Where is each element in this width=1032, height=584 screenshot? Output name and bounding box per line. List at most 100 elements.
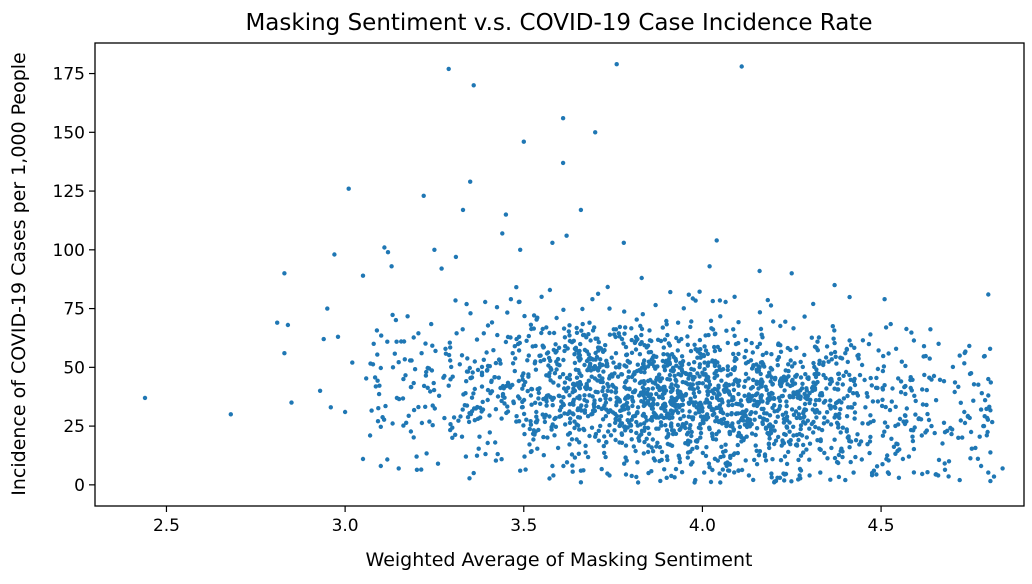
- data-point: [686, 400, 691, 405]
- data-point: [629, 350, 635, 355]
- data-point: [702, 344, 707, 349]
- data-point: [749, 422, 754, 427]
- data-point: [811, 380, 816, 385]
- data-point: [436, 393, 442, 398]
- data-point: [757, 310, 763, 315]
- data-point: [616, 331, 621, 336]
- data-point: [844, 346, 849, 352]
- data-point: [228, 412, 233, 417]
- data-point: [908, 375, 913, 380]
- data-point: [695, 381, 700, 386]
- data-point: [467, 476, 472, 481]
- data-point: [453, 432, 458, 437]
- data-point: [653, 302, 658, 308]
- data-point: [826, 359, 831, 364]
- data-point: [821, 421, 827, 426]
- data-point: [895, 442, 900, 447]
- data-point: [481, 357, 486, 362]
- data-point: [667, 416, 672, 421]
- data-point: [601, 443, 606, 449]
- data-point: [668, 289, 673, 295]
- data-point: [535, 387, 540, 392]
- data-point: [770, 391, 775, 396]
- data-point: [424, 451, 429, 456]
- data-point: [474, 453, 480, 458]
- data-point: [697, 289, 702, 294]
- data-point: [780, 439, 785, 444]
- data-point: [548, 395, 553, 400]
- data-point: [838, 430, 843, 435]
- data-point: [693, 411, 698, 416]
- data-point: [654, 444, 659, 449]
- data-point: [524, 417, 529, 422]
- data-point: [598, 379, 603, 385]
- data-point: [600, 417, 606, 422]
- data-point: [510, 361, 516, 366]
- data-point: [732, 470, 737, 475]
- data-point: [624, 352, 629, 358]
- data-point: [499, 416, 504, 421]
- data-point: [853, 438, 859, 443]
- data-point: [755, 344, 760, 350]
- data-point: [566, 329, 571, 334]
- data-point: [815, 348, 820, 353]
- data-point: [893, 346, 899, 351]
- data-point: [598, 357, 603, 362]
- data-point: [376, 391, 382, 397]
- data-point: [612, 428, 617, 433]
- data-point: [772, 403, 777, 408]
- data-point: [864, 391, 869, 396]
- data-point: [731, 327, 736, 332]
- data-point: [697, 362, 703, 367]
- data-point: [674, 335, 679, 341]
- data-point: [875, 366, 881, 372]
- data-point: [912, 393, 917, 398]
- data-point: [871, 418, 876, 424]
- data-point: [641, 391, 646, 397]
- data-point: [514, 285, 519, 290]
- data-point: [604, 358, 609, 363]
- data-point: [730, 402, 735, 408]
- data-point: [882, 383, 887, 388]
- data-point: [360, 273, 366, 278]
- data-point: [463, 454, 469, 459]
- data-point: [403, 373, 408, 378]
- data-point: [533, 400, 538, 405]
- data-point: [429, 321, 434, 327]
- data-point: [843, 369, 849, 375]
- data-point: [783, 319, 788, 324]
- data-point: [390, 312, 395, 318]
- data-point: [659, 457, 664, 463]
- data-point: [832, 455, 838, 461]
- data-point: [607, 306, 612, 311]
- data-point: [641, 399, 646, 405]
- data-point: [762, 364, 767, 369]
- data-point: [804, 395, 810, 400]
- data-point: [757, 365, 762, 370]
- data-point: [400, 396, 406, 401]
- data-point: [550, 403, 555, 408]
- data-point: [889, 436, 894, 441]
- data-point: [615, 374, 621, 379]
- data-point: [540, 326, 545, 332]
- data-point: [454, 331, 459, 336]
- data-point: [800, 381, 805, 386]
- data-point: [512, 344, 517, 349]
- data-point: [840, 449, 845, 454]
- data-point: [540, 412, 545, 417]
- data-point: [844, 414, 850, 419]
- data-point: [753, 410, 758, 415]
- data-point: [487, 364, 492, 369]
- data-point: [672, 373, 677, 378]
- data-point: [714, 368, 719, 374]
- data-point: [476, 446, 481, 451]
- data-point: [531, 437, 536, 442]
- data-point: [551, 473, 556, 478]
- data-point: [460, 407, 465, 412]
- data-point: [546, 355, 552, 361]
- data-point: [852, 345, 857, 350]
- data-point: [584, 358, 590, 364]
- data-point: [721, 454, 726, 459]
- data-point: [645, 425, 651, 431]
- data-point: [775, 414, 780, 419]
